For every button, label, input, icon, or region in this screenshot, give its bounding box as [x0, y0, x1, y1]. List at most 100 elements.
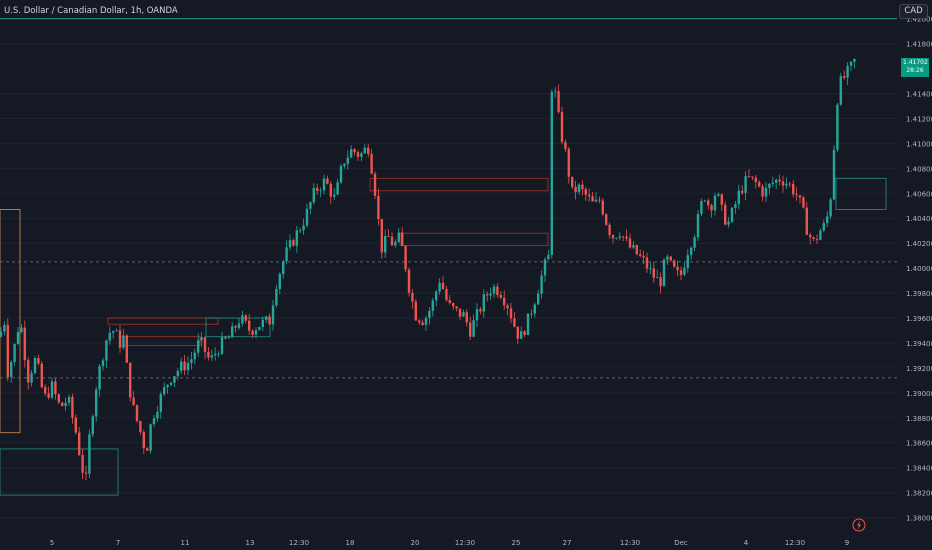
candle-body: [673, 260, 676, 267]
candle-body: [594, 199, 598, 202]
candle-body: [849, 61, 853, 66]
candle-body: [829, 199, 832, 217]
candle-body: [64, 402, 67, 407]
candle-body: [98, 366, 101, 390]
candle-body: [210, 355, 213, 358]
time-tick-label: 18: [346, 539, 355, 547]
candle-body: [299, 230, 302, 232]
candle-body: [16, 332, 20, 344]
price-tick-label: 1.41200: [906, 115, 932, 123]
candle-body: [652, 268, 655, 278]
price-tick-label: 1.38200: [906, 490, 932, 498]
candle-body: [506, 305, 509, 309]
candle-body: [703, 200, 706, 202]
candle-body: [761, 186, 764, 197]
candle-body: [20, 327, 23, 333]
price-tick-label: 1.39800: [906, 290, 932, 298]
candle-body: [516, 326, 519, 339]
candle-body: [588, 194, 591, 197]
candle-body: [346, 157, 349, 164]
candle-body: [543, 259, 547, 276]
time-tick-label: 4: [744, 539, 749, 547]
zone-box: [119, 336, 201, 346]
price-tick-label: 1.40400: [906, 215, 932, 223]
zone-box: [107, 317, 219, 325]
tradingview-logo-icon[interactable]: [852, 518, 866, 532]
candle-body: [156, 411, 159, 419]
price-tick-label: 1.41400: [906, 91, 932, 99]
candle-body: [220, 336, 224, 354]
candle-body: [132, 397, 135, 405]
candle-body: [455, 306, 458, 309]
candle-body: [214, 353, 217, 356]
candle-body: [30, 373, 33, 383]
candle-body: [533, 304, 536, 314]
candle-body: [353, 149, 356, 153]
candle-body: [37, 358, 40, 364]
candle-body: [95, 389, 98, 417]
candle-body: [615, 237, 618, 239]
candle-body: [390, 236, 394, 246]
candle-body: [625, 236, 628, 239]
candle-body: [788, 183, 791, 185]
candle-body: [676, 266, 679, 271]
candle-body: [333, 194, 336, 197]
candle-body: [438, 282, 441, 292]
candle-body: [33, 358, 37, 374]
candle-body: [666, 256, 669, 260]
currency-button[interactable]: CAD: [899, 4, 928, 19]
price-tick-label: 1.38600: [906, 440, 932, 448]
candle-body: [312, 187, 315, 203]
candle-body: [445, 288, 448, 301]
candle-body: [622, 236, 625, 238]
candle-body: [217, 353, 220, 355]
candle-body: [397, 232, 400, 242]
candle-body: [537, 293, 540, 305]
candle-body: [815, 238, 819, 240]
candle-body: [268, 316, 271, 325]
candle-body: [503, 297, 506, 306]
candle-body: [591, 196, 594, 202]
candle-body: [84, 472, 88, 474]
candle-body: [319, 190, 322, 192]
candle-body: [74, 417, 77, 433]
candle-body: [608, 224, 611, 236]
candle-body: [322, 178, 326, 191]
candle-body: [635, 245, 638, 255]
candle-body: [61, 402, 64, 407]
candle-body: [309, 202, 312, 209]
candle-body: [618, 236, 621, 238]
candle-body: [781, 181, 785, 186]
candle-body: [275, 288, 278, 306]
candle-body: [88, 434, 91, 474]
candle-body: [288, 240, 292, 248]
candle-body: [285, 247, 288, 262]
candle-body: [520, 331, 523, 339]
candle-body: [424, 317, 428, 325]
zone-box: [399, 232, 549, 247]
candle-body: [679, 270, 683, 275]
candle-body: [601, 200, 604, 215]
candle-body: [166, 384, 169, 388]
price-tick-label: 1.41000: [906, 140, 932, 148]
candle-body: [564, 142, 567, 150]
candle-body: [258, 326, 261, 331]
candle-body: [768, 183, 771, 188]
candle-body: [764, 187, 768, 197]
candle-body: [741, 190, 744, 193]
candle-body: [509, 308, 513, 319]
candle-body: [832, 149, 836, 200]
candle-body: [108, 332, 111, 341]
candle-body: [142, 431, 145, 449]
candle-body: [224, 336, 227, 339]
candle-body: [231, 326, 234, 338]
candle-body: [339, 166, 343, 183]
candle-body: [292, 240, 295, 246]
candle-body: [380, 219, 383, 253]
candle-body: [843, 76, 846, 78]
candle-body: [234, 326, 237, 328]
time-tick-label: 13: [246, 539, 255, 547]
candle-body: [557, 91, 560, 112]
